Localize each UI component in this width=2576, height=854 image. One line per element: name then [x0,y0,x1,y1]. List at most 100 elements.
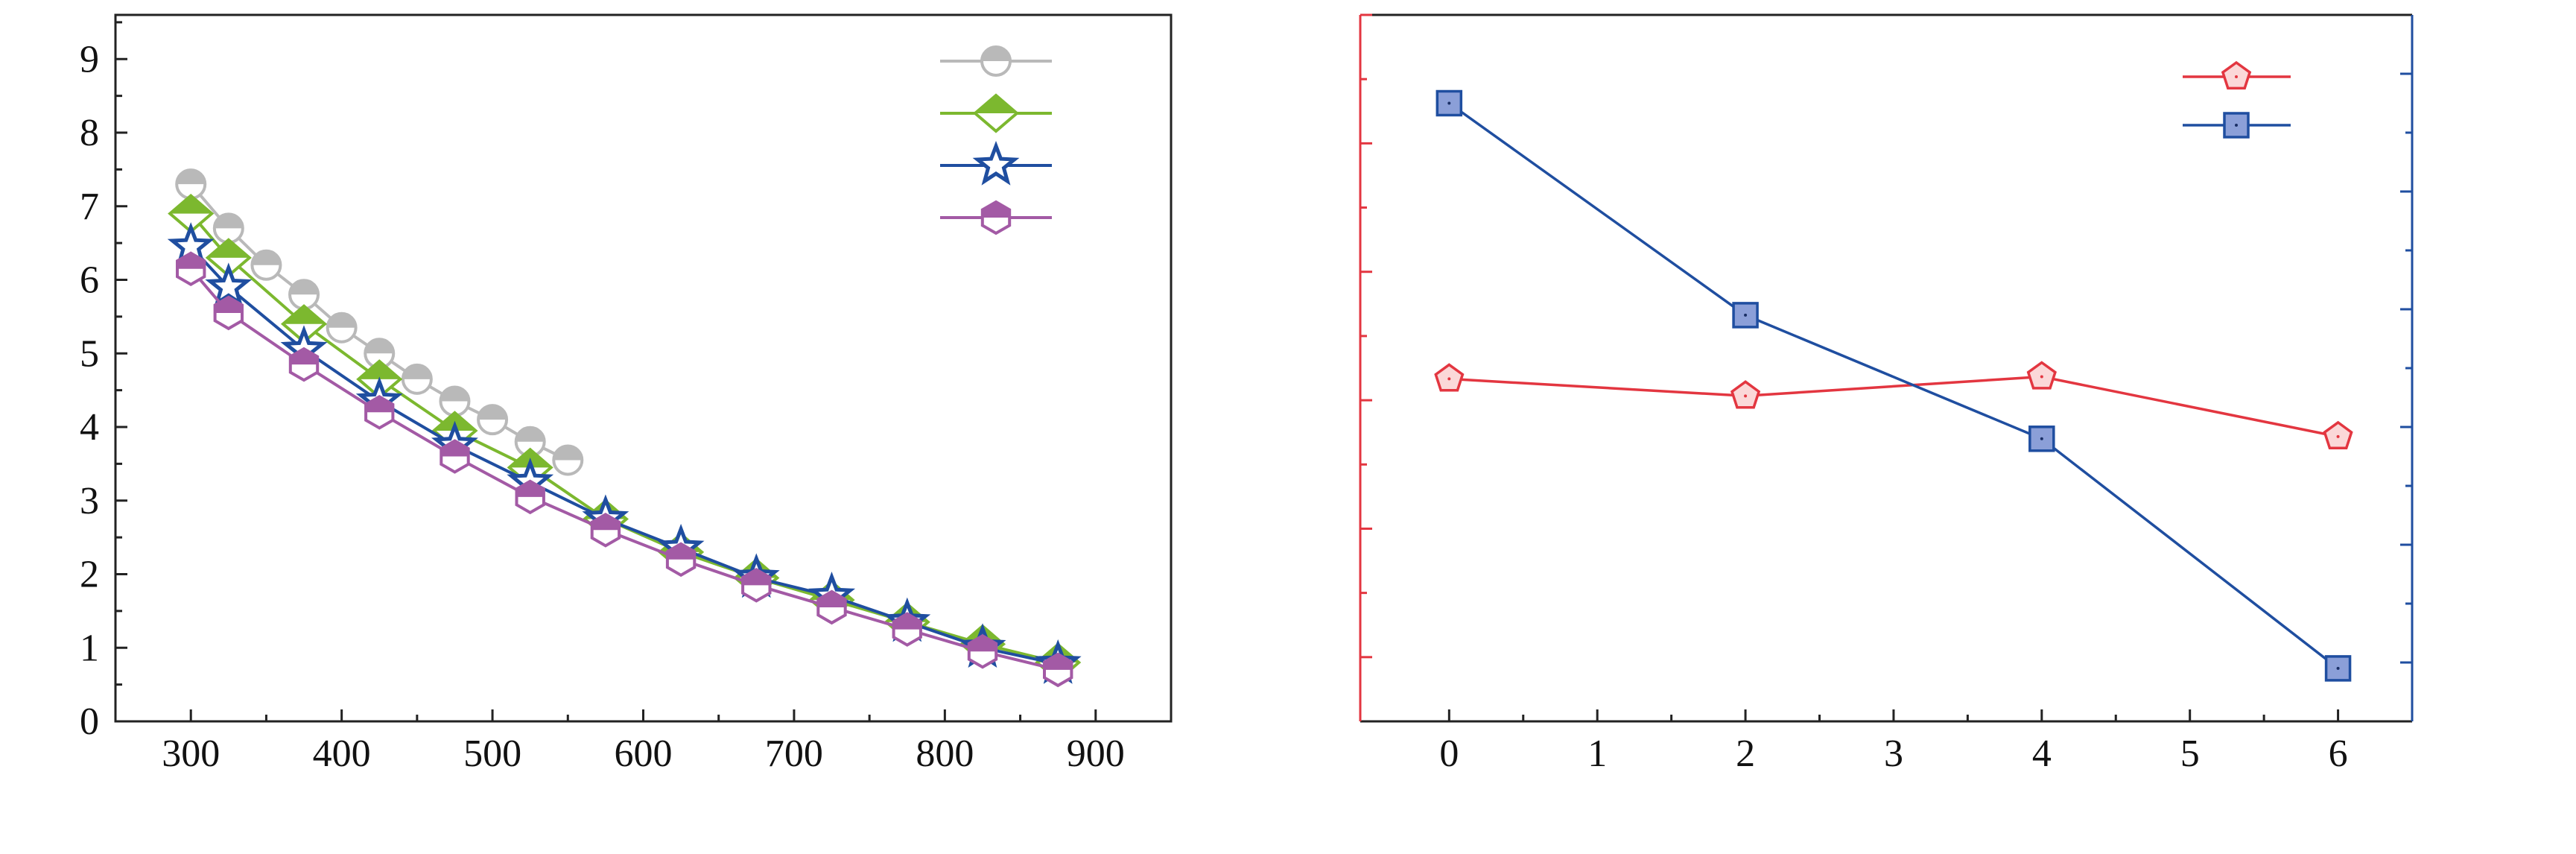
marker-dot [2040,375,2043,379]
y-tick-label: 2 [80,554,99,596]
marker-fill [515,427,545,442]
series-x=2 [168,193,1082,683]
legend-marker [972,93,1020,133]
marker-dot [1447,377,1451,381]
marker-dot [2336,666,2340,670]
data-point [665,542,697,578]
data-point [440,439,470,474]
marker-fill [982,47,1010,61]
marker-fill [667,543,695,560]
data-point [1043,652,1073,688]
y-tick-label: 8 [80,112,99,154]
marker-fill [177,170,206,185]
plot-frame [114,13,1173,723]
marker-fill [290,349,318,365]
marker-fill [358,361,401,379]
legend-marker [980,45,1012,77]
marker-fill [366,396,393,413]
series-line [189,212,1059,664]
marker-fill [893,613,921,630]
marker-dot [1744,394,1748,398]
marker-fill [478,405,507,420]
data-point [552,444,584,476]
data-point [205,262,253,308]
x-tick-label: 1 [1587,733,1607,775]
x-tick-label: 3 [1884,733,1903,775]
y-tick-label: 4 [80,406,99,449]
y-tick-label: 7 [80,186,99,228]
marker-fill [441,440,469,457]
data-point [1435,89,1463,117]
data-point [364,394,395,430]
data-point [326,311,358,344]
data-point [2028,426,2055,452]
data-point [1730,380,1761,409]
data-point [288,279,320,311]
data-point [250,249,282,281]
data-point [514,426,546,458]
marker-fill [170,195,212,214]
legend-marker [980,200,1012,235]
x-tick-label: 5 [2180,733,2200,775]
marker-fill [743,569,770,586]
x-tick-label: 400 [313,733,371,775]
data-point [2323,420,2353,450]
series-line [1448,102,2339,670]
marker-dot [2235,124,2238,127]
data-point [439,385,471,417]
data-point [213,295,244,331]
x-tick-label: 2 [1736,733,1755,775]
marker-fill [365,339,394,354]
legend [940,45,1052,235]
marker-dot [2336,434,2340,438]
marker-fill [283,306,326,324]
y-tick-label: 1 [80,627,99,669]
panel-a: 300 400 500 600 700 800 900 0 1 2 3 4 5 6 7 8 9 [80,13,1173,775]
series-μH [1435,89,2352,682]
legend [2183,60,2291,139]
marker-fill [207,239,250,258]
legend-marker [2223,112,2250,139]
legend-marker [972,140,1020,186]
marker-fill [327,313,356,328]
data-point [212,212,244,244]
marker-fill [968,636,997,652]
x-tick-label: 900 [1067,733,1125,775]
marker-fill [982,202,1010,218]
y-tick-label: 6 [80,259,99,302]
marker-outline [2324,655,2352,682]
y-tick-label: 3 [80,480,99,522]
data-point [1434,363,1465,392]
y-tick-label: 9 [80,38,99,80]
marker-fill [553,446,583,461]
marker-fill [516,481,544,497]
data-point [590,512,621,548]
data-point [176,251,206,287]
marker-fill [975,95,1017,113]
marker-dot [1744,313,1748,317]
series-x=6 [176,251,1073,688]
marker-fill [591,514,620,531]
legend-marker [2221,60,2252,90]
marker-dot [1447,101,1451,105]
data-point [515,479,545,515]
marker-fill [214,214,243,229]
data-point [288,347,320,382]
series-line [1449,375,2338,438]
y-tick-label: 0 [80,700,99,743]
marker-fill [215,297,242,313]
x-tick-label: 6 [2329,733,2348,775]
x-tick-label: 700 [765,733,823,775]
data-point [967,633,998,669]
data-point [816,589,847,625]
data-point [2026,361,2057,390]
x-tick-label: 600 [615,733,673,775]
marker-dot [2040,437,2043,440]
data-point [401,363,433,395]
marker-fill [818,591,846,607]
marker-fill [177,253,205,269]
marker-fill [402,364,431,379]
marker-fill [440,387,469,402]
series-nH [1434,361,2353,450]
